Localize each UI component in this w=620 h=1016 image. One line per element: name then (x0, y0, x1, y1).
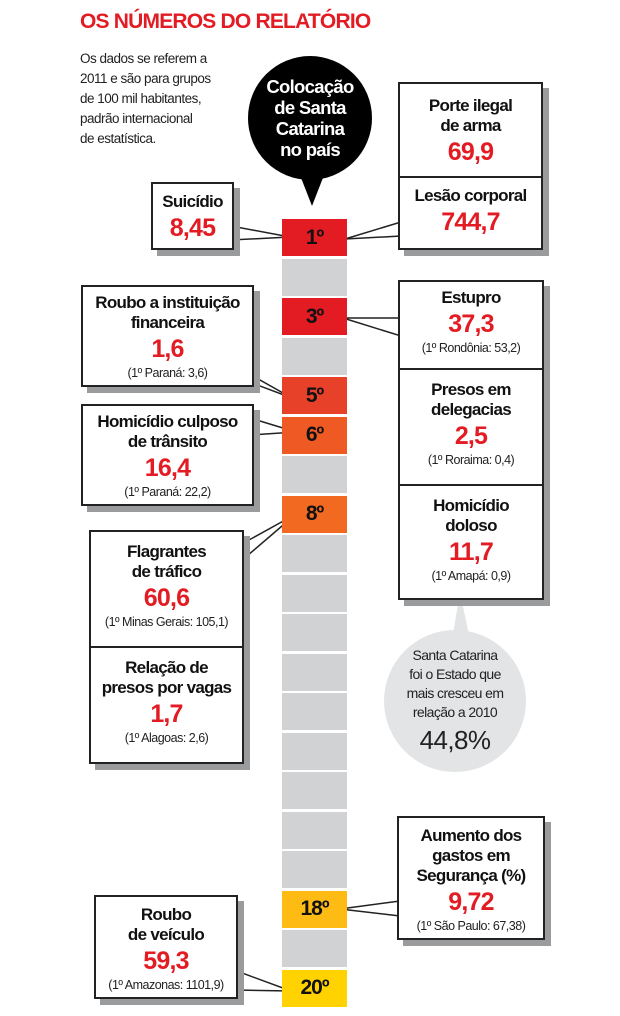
callout-title: financeira (130, 313, 205, 332)
callout-value: 1,7 (150, 700, 183, 728)
callout-note: (1º Minas Gerais: 105,1) (104, 615, 229, 629)
rank-cell-empty (282, 337, 347, 375)
bubble-line: de Santa (274, 97, 346, 118)
intro-line: de 100 mil habitantes, (80, 91, 202, 106)
callout-note: (1º Rondônia: 53,2) (421, 341, 521, 355)
callout-title: Lesão corporal (414, 186, 527, 205)
callout-note: (1º Paraná: 3,6) (127, 366, 208, 380)
callout-title: Relação de (125, 658, 208, 677)
rank-cell-empty (282, 653, 347, 691)
callout-note: (1º Paraná: 22,2) (124, 485, 211, 499)
rank-cell-empty (282, 732, 347, 770)
callout-value: 8,45 (169, 214, 216, 242)
callout-title: de veículo (127, 925, 205, 944)
callout-homicidio-culposo: Homicídio culposo de trânsito 16,4 (1º P… (81, 404, 254, 506)
rank-cell-empty (282, 851, 347, 888)
callout-value: 60,6 (143, 584, 190, 612)
callout-value: 744,7 (441, 208, 500, 236)
callout-note: (1º Roraima: 0,4) (427, 453, 515, 467)
rank-cell-20: 20º (282, 969, 347, 1007)
callout-value: 1,6 (151, 335, 184, 363)
intro-line: 2011 e são para grupos (80, 71, 211, 86)
rank-cell-1: 1º (282, 219, 347, 256)
intro-line: de estatística. (80, 131, 156, 146)
bubble-line: Catarina (275, 118, 345, 139)
callout-note: (1º Amapá: 0,9) (431, 569, 511, 583)
callout-title: de arma (440, 116, 501, 135)
callout-value: 2,5 (454, 422, 488, 450)
bubble-line: no país (280, 139, 341, 160)
callout-title: Homicídio culposo (97, 412, 238, 431)
rank-cell-6: 6º (282, 416, 347, 454)
growth-value: 44,8% (419, 725, 491, 755)
rank-cell-empty (282, 693, 347, 730)
rank-cell-3: 3º (282, 298, 347, 335)
callout-suicidio: Suicídio 8,45 (151, 182, 234, 250)
callout-title: gastos em (432, 846, 510, 865)
callout-porte-lesao: Porte ilegal de arma 69,9 Lesão corporal… (398, 82, 543, 250)
growth-line: Santa Catarina (412, 647, 499, 663)
rank-cell-empty (282, 258, 347, 296)
intro-line: Os dados se referem a (80, 51, 207, 66)
growth-bubble: Santa Catarina foi o Estado que mais cre… (384, 630, 526, 772)
callout-title: Homicídio (433, 496, 510, 515)
callout-title: de tráfico (131, 562, 202, 581)
page-title: OS NÚMEROS DO RELATÓRIO (80, 10, 371, 33)
pointer-growth (452, 592, 470, 640)
callout-title: Estupro (441, 288, 501, 307)
rank-cell-empty (282, 574, 347, 612)
callout-title: Suicídio (162, 192, 223, 211)
intro-text: Os dados se referem a 2011 e são para gr… (80, 49, 260, 149)
callout-note: (1º São Paulo: 67,38) (416, 919, 526, 933)
callout-roubo-instituicao: Roubo a instituição financeira 1,6 (1º P… (81, 285, 254, 387)
callout-value: 69,9 (447, 138, 494, 166)
callout-value: 11,7 (448, 538, 494, 566)
rank-cell-empty (282, 930, 347, 967)
pointer-lesao (344, 220, 402, 240)
callout-title: de trânsito (127, 432, 208, 451)
growth-line: mais cresceu em (406, 685, 504, 701)
callout-aumento-gastos: Aumento dos gastos em Segurança (%) 9,72… (397, 816, 545, 940)
callout-roubo-veiculo: Roubo de veículo 59,3 (1º Amazonas: 1101… (94, 895, 238, 999)
rank-cell-8: 8º (282, 495, 347, 533)
rank-cell-empty (282, 614, 347, 651)
growth-line: relação a 2010 (412, 704, 498, 720)
pointer-estupro (342, 317, 402, 338)
bubble-line: Colocação (266, 76, 354, 97)
rank-cell-empty (282, 456, 347, 493)
callout-value: 16,4 (144, 454, 191, 482)
callout-title: Roubo a instituição (95, 293, 240, 312)
rank-cell-5: 5º (282, 377, 347, 414)
intro-line: padrão internacional (80, 111, 193, 126)
rank-cell-empty (282, 811, 347, 849)
callout-title: Flagrantes (127, 542, 207, 561)
callout-value: 37,3 (448, 310, 494, 338)
callout-title: Porte ilegal (428, 96, 513, 115)
growth-line: foi o Estado que (409, 666, 501, 682)
rank-cell-empty (282, 772, 347, 809)
callout-title: doloso (445, 516, 497, 535)
callout-note: (1º Amazonas: 1101,9) (108, 978, 224, 992)
pointer-aumento (339, 900, 401, 917)
rank-cell-18: 18º (282, 890, 347, 928)
callout-note: (1º Alagoas: 2,6) (124, 731, 209, 745)
rank-cell-empty (282, 535, 347, 572)
callout-estupro-presos-homicidio: Estupro 37,3 (1º Rondônia: 53,2) Presos … (398, 280, 544, 600)
callout-title: Segurança (%) (416, 866, 527, 885)
callout-flagrantes-relacao: Flagrantes de tráfico 60,6 (1º Minas Ger… (89, 530, 244, 764)
callout-value: 9,72 (448, 888, 494, 916)
callout-title: Roubo (140, 905, 192, 924)
callout-title: Aumento dos (420, 826, 523, 845)
callout-title: Presos em (431, 380, 511, 399)
callout-value: 59,3 (143, 947, 189, 975)
ranking-bubble: Colocação de Santa Catarina no país (248, 56, 372, 180)
callout-title: presos por vagas (101, 678, 232, 697)
callout-title: delegacias (431, 400, 512, 419)
